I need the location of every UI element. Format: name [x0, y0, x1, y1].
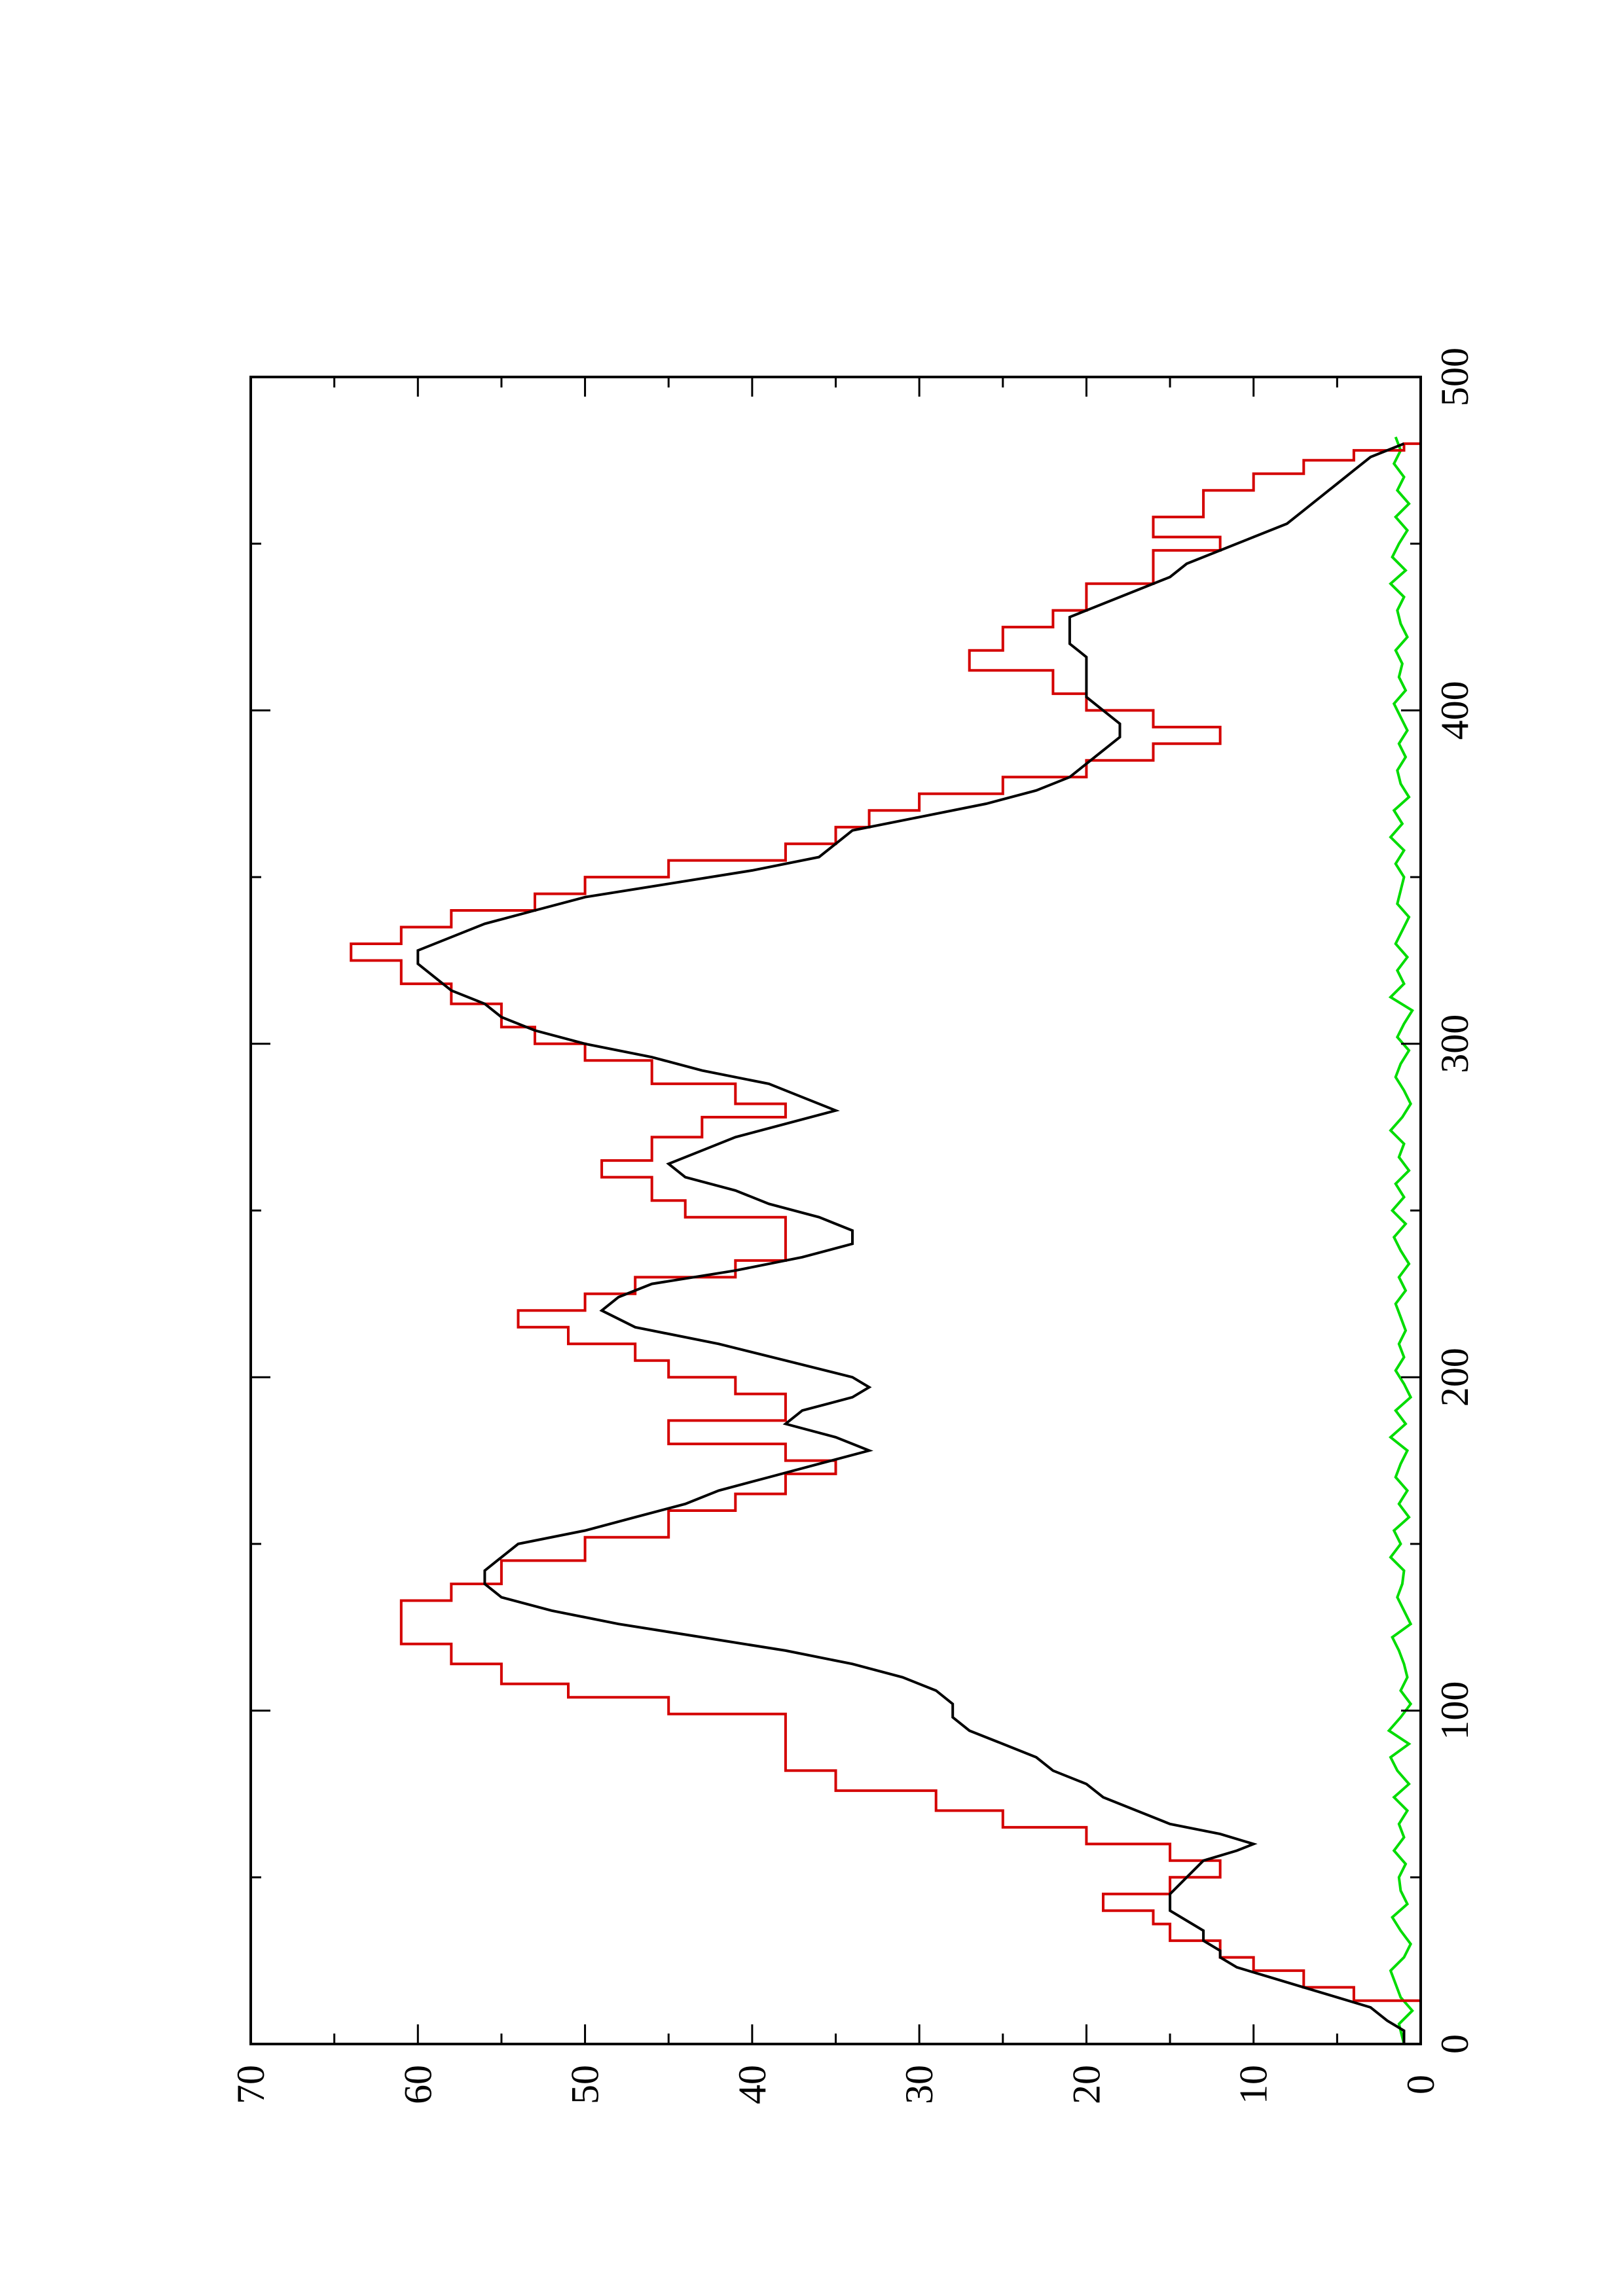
y-tick-label: 70: [229, 2065, 272, 2104]
y-tick-label: 50: [564, 2065, 607, 2104]
tick-layer: [249, 376, 1422, 2045]
x-tick-label: 400: [1433, 681, 1476, 740]
x-tick-label: 0: [1433, 2034, 1476, 2054]
y-tick-label: 40: [731, 2065, 774, 2104]
x-tick-label: 100: [1433, 1681, 1476, 1740]
y-tick-label: 10: [1232, 2065, 1275, 2104]
series-line-0: [350, 442, 1422, 2044]
series-layer: [350, 436, 1422, 2045]
y-tick-label: 60: [396, 2065, 439, 2104]
series-line-1: [416, 442, 1406, 2044]
x-tick-label: 500: [1433, 348, 1476, 406]
label-layer: 0 100 200 300 400 500 0 10 20 30 40 50 60 70: [229, 348, 1476, 2104]
plot-frame: [249, 376, 1422, 2045]
x-tick-label: 300: [1433, 1014, 1476, 1073]
series-line-2: [1387, 436, 1414, 2045]
x-tick-label: 200: [1433, 1348, 1476, 1407]
y-tick-label: 0: [1399, 2075, 1442, 2094]
y-tick-label: 30: [898, 2065, 941, 2104]
y-tick-label: 20: [1065, 2065, 1108, 2104]
